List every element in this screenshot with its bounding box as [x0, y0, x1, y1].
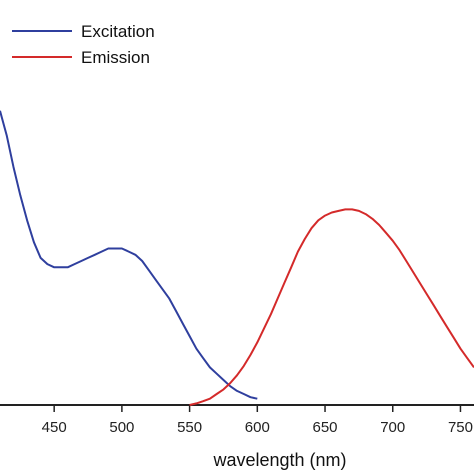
x-tick-label-500: 500	[109, 419, 134, 436]
x-tick-label-550: 550	[177, 419, 202, 436]
x-ticks	[53, 405, 462, 412]
x-tick-label-650: 650	[313, 419, 338, 436]
x-tick-label-600: 600	[245, 419, 270, 436]
series-line-excitation	[0, 110, 258, 400]
x-tick-label-750: 750	[448, 419, 473, 436]
legend: Excitation Emission	[12, 22, 155, 67]
x-axis-title: wavelength (nm)	[212, 450, 346, 470]
x-tick-labels: 450 500 550 600 650 700 750	[42, 419, 473, 436]
x-tick-label-700: 700	[380, 419, 405, 436]
series-line-emission	[189, 208, 474, 406]
legend-label-excitation: Excitation	[81, 22, 155, 41]
x-tick-label-450: 450	[42, 419, 67, 436]
legend-label-emission: Emission	[81, 48, 150, 67]
series-lines	[0, 110, 474, 406]
